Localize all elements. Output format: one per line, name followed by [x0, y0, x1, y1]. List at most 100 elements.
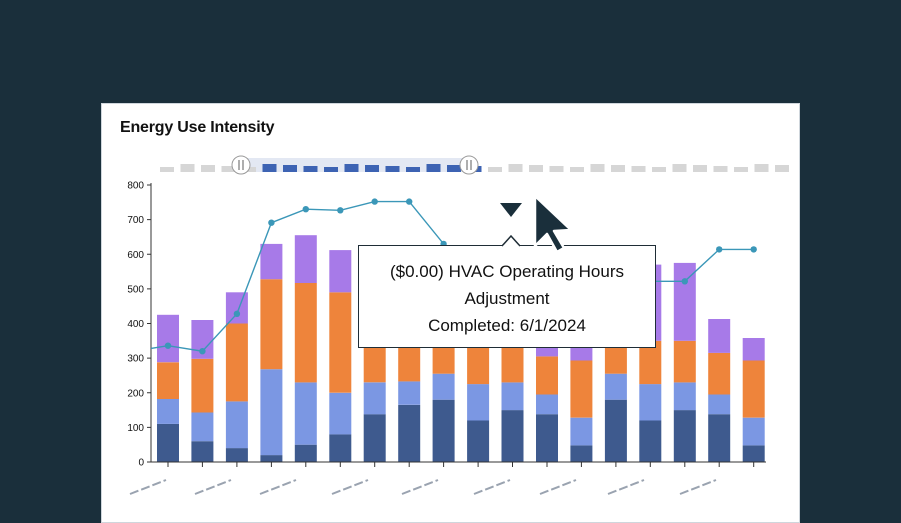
event-marker-icon[interactable]: [500, 203, 522, 219]
x-tick-label: [607, 479, 645, 495]
bar-segment: [225, 323, 248, 402]
y-tick-label: 800: [127, 181, 144, 192]
bar-segment: [639, 420, 662, 462]
bar-segment: [157, 314, 179, 363]
y-tick-label: 600: [127, 250, 144, 261]
bar-segment: [294, 235, 317, 283]
line-point: [233, 310, 241, 317]
line-point: [406, 198, 413, 205]
navigator-bar: [365, 165, 379, 172]
bar-segment: [708, 352, 731, 395]
line-point: [268, 219, 275, 226]
tooltip-line-2: Adjustment: [464, 289, 550, 308]
handle-circle: [459, 155, 479, 175]
bar-segment: [157, 399, 179, 424]
bar-segment: [157, 423, 179, 462]
tooltip-pointer: [502, 234, 520, 247]
line-point: [716, 246, 723, 253]
bar-segment: [260, 279, 283, 370]
bar-segment: [398, 404, 421, 462]
navigator-bar: [324, 167, 338, 172]
bar-segment: [604, 373, 627, 400]
navigator-bar: [631, 166, 646, 172]
navigator-bar: [734, 167, 748, 172]
navigator-bar: [529, 165, 543, 172]
navigator-bar: [672, 164, 687, 172]
bar-segment: [501, 410, 524, 462]
bar-segment: [398, 381, 421, 405]
bar-segment: [294, 382, 317, 445]
bar-segment: [639, 384, 662, 421]
navigator-bar: [180, 164, 195, 172]
navigator-bar: [652, 167, 666, 172]
navigator-left-handle[interactable]: [231, 155, 251, 175]
bar-segment: [467, 420, 490, 462]
bar-segment: [191, 441, 214, 462]
chart-title: Energy Use Intensity: [120, 119, 275, 136]
x-tick-label: [129, 479, 167, 495]
bar-segment: [708, 319, 731, 353]
mouse-cursor-icon: [533, 194, 573, 254]
x-tick-label: [539, 479, 577, 495]
navigator-bar: [754, 164, 769, 172]
y-tick-label: 200: [127, 388, 144, 399]
navigator-bar: [447, 165, 461, 172]
bar-segment: [363, 382, 386, 415]
bar-segment: [673, 262, 696, 341]
line-point: [750, 246, 757, 253]
bar-segment: [708, 394, 731, 415]
x-tick-label: [194, 479, 232, 495]
bar-segment: [673, 340, 696, 383]
navigator-bar: [570, 167, 584, 172]
y-tick-label: 300: [127, 354, 144, 365]
bar-segment: [260, 243, 283, 280]
navigator-bar: [406, 167, 420, 172]
navigator-bar: [385, 166, 400, 172]
navigator-bar: [775, 165, 789, 172]
navigator-bar: [303, 166, 318, 172]
bar-segment: [536, 356, 558, 395]
tooltip-line-1: ($0.00) HVAC Operating Hours: [389, 262, 624, 281]
bar-segment: [742, 445, 765, 462]
bar-segment: [260, 369, 283, 456]
range-navigator[interactable]: [160, 155, 789, 175]
line-point: [337, 207, 344, 214]
navigator-bar: [693, 165, 707, 172]
bar-segment: [708, 414, 731, 462]
line-point: [371, 198, 378, 205]
bar-segment: [639, 340, 662, 385]
line-point: [164, 342, 172, 349]
bar-segment: [570, 360, 593, 418]
x-tick-label: [401, 479, 439, 495]
x-tick-label: [473, 479, 511, 495]
bar-segment: [329, 392, 352, 435]
navigator-bar: [488, 167, 502, 172]
bar-segment: [673, 382, 696, 411]
tooltip: ($0.00) HVAC Operating Hours Adjustment …: [358, 245, 656, 348]
bar-segment: [673, 410, 696, 462]
y-tick-label: 0: [138, 458, 144, 469]
navigator-bar: [344, 164, 359, 172]
navigator-bar: [426, 164, 441, 172]
navigator-bar: [221, 166, 236, 172]
bar-segment: [742, 338, 765, 361]
bar-segment: [225, 401, 248, 449]
bar-segment: [570, 445, 593, 462]
navigator-bar: [713, 166, 728, 172]
y-tick-label: 100: [127, 423, 144, 434]
bar-segment: [467, 384, 490, 421]
bar-segment: [536, 394, 558, 415]
line-point: [199, 348, 206, 355]
bar-segment: [191, 358, 214, 413]
x-tick-label: [679, 479, 717, 495]
y-tick-label: 400: [127, 319, 144, 330]
navigator-right-handle[interactable]: [459, 155, 479, 175]
bar-segment: [157, 362, 179, 399]
bar-segment: [432, 399, 455, 462]
handle-circle: [231, 155, 251, 175]
bar-segment: [742, 360, 765, 418]
navigator-bar: [283, 165, 297, 172]
y-axis: 0 100 200 300 400 500 600 700 800: [127, 181, 152, 469]
x-axis: [129, 461, 766, 495]
bar-segment: [260, 455, 283, 462]
